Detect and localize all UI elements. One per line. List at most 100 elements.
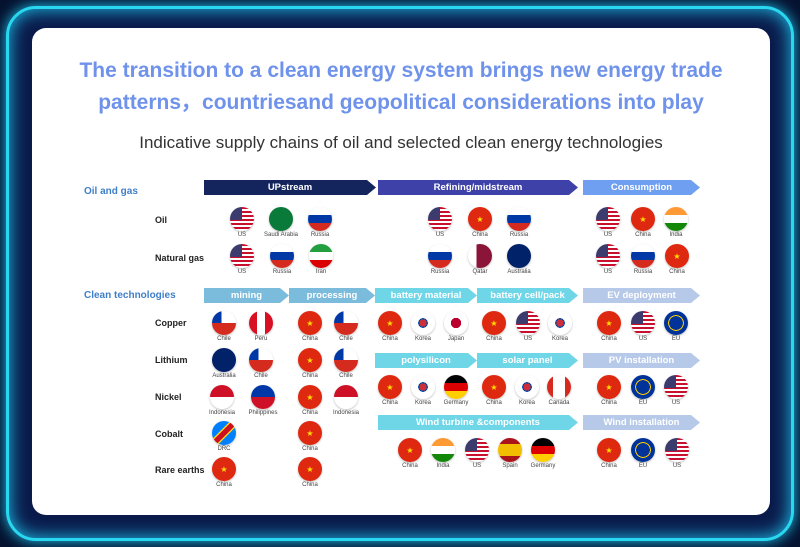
stage-wind-installation: Wind installation — [583, 415, 700, 430]
china-flag-icon: ★ — [482, 311, 506, 335]
country-label: Peru — [254, 336, 268, 342]
country-label: US — [523, 336, 533, 342]
china-flag-icon: ★ — [482, 375, 506, 399]
stage-upstream: UPstream — [204, 180, 376, 195]
row-nickel: Nickel — [155, 392, 182, 402]
country-label: US — [435, 232, 445, 238]
country-label: Chile — [339, 373, 353, 379]
china-flag-icon: ★ — [298, 421, 322, 445]
country-label: US — [237, 232, 247, 238]
country-label: China — [669, 269, 685, 275]
country-label: Korea — [414, 400, 432, 406]
title-line-1: The transition to a clean energy system … — [79, 59, 723, 82]
country-label: China — [402, 463, 418, 469]
philippines-flag-icon — [251, 385, 275, 409]
country-label: China — [601, 400, 617, 406]
country-label: US — [603, 232, 613, 238]
country-label: Australia — [507, 269, 531, 275]
indonesia-flag-icon — [210, 385, 234, 409]
row-natural-gas: Natural gas — [155, 253, 205, 263]
country-label: Iran — [315, 269, 327, 275]
chile-flag-icon — [249, 348, 273, 372]
country-label: Russia — [509, 232, 529, 238]
china-flag-icon: ★ — [298, 348, 322, 372]
country-label: Australia — [212, 373, 236, 379]
china-flag-icon: ★ — [378, 311, 402, 335]
china-flag-icon: ★ — [398, 438, 422, 462]
country-label: Canada — [548, 400, 570, 406]
country-label: Indonesia — [208, 410, 236, 416]
us-flag-icon — [428, 207, 452, 231]
china-flag-icon: ★ — [378, 375, 402, 399]
stage-mining: mining — [204, 288, 289, 303]
australia-flag-icon — [507, 244, 531, 268]
indonesia-flag-icon — [334, 385, 358, 409]
us-flag-icon — [596, 207, 620, 231]
qatar-flag-icon — [468, 244, 492, 268]
country-label: Chile — [217, 336, 231, 342]
country-label: Russia — [633, 269, 653, 275]
peru-flag-icon — [249, 311, 273, 335]
stage-battery-material: battery material — [375, 288, 477, 303]
country-label: Indonesia — [332, 410, 360, 416]
korea-flag-icon — [548, 311, 572, 335]
stage-solar-panel: solar panel — [477, 353, 578, 368]
russia-flag-icon — [270, 244, 294, 268]
country-label: Korea — [414, 336, 432, 342]
country-label: EU — [638, 400, 648, 406]
subtitle: Indicative supply chains of oil and sele… — [139, 133, 663, 152]
country-label: India — [436, 463, 450, 469]
country-label: Russia — [310, 232, 330, 238]
china-flag-icon: ★ — [298, 385, 322, 409]
country-label: US — [603, 269, 613, 275]
russia-flag-icon — [308, 207, 332, 231]
country-label: China — [601, 463, 617, 469]
country-label: China — [302, 410, 318, 416]
us-flag-icon — [230, 207, 254, 231]
chile-flag-icon — [212, 311, 236, 335]
country-label: US — [638, 336, 648, 342]
australia-flag-icon — [212, 348, 236, 372]
japan-flag-icon — [444, 311, 468, 335]
country-label: China — [486, 400, 502, 406]
china-flag-icon: ★ — [665, 244, 689, 268]
country-label: Japan — [447, 336, 465, 342]
korea-flag-icon — [411, 375, 435, 399]
china-flag-icon: ★ — [597, 375, 621, 399]
country-label: China — [302, 373, 318, 379]
stage-processing: processing — [289, 288, 375, 303]
canada-flag-icon — [547, 375, 571, 399]
country-label: Philippines — [248, 410, 278, 416]
china-flag-icon: ★ — [631, 207, 655, 231]
china-flag-icon: ★ — [597, 438, 621, 462]
country-label: China — [302, 446, 318, 452]
row-rare-earths: Rare earths — [155, 465, 205, 475]
russia-flag-icon — [428, 244, 452, 268]
country-label: Qatar — [472, 269, 488, 275]
chile-flag-icon — [334, 348, 358, 372]
country-label: EU — [671, 336, 681, 342]
country-label: Korea — [551, 336, 569, 342]
section-oil-gas: Oil and gas — [84, 186, 138, 197]
country-label: US — [472, 463, 482, 469]
stage-battery-cell: battery cell/pack — [477, 288, 578, 303]
spain-flag-icon — [498, 438, 522, 462]
eu-flag-icon — [631, 375, 655, 399]
india-flag-icon — [664, 207, 688, 231]
country-label: China — [302, 336, 318, 342]
row-oil: Oil — [155, 215, 168, 225]
country-label: Russia — [272, 269, 292, 275]
country-label: Korea — [518, 400, 536, 406]
stage-polysilicon: polysilicon — [375, 353, 477, 368]
country-label: US — [237, 269, 247, 275]
row-lithium: Lithium — [155, 355, 188, 365]
korea-flag-icon — [411, 311, 435, 335]
row-copper: Copper — [155, 318, 187, 328]
us-flag-icon — [516, 311, 540, 335]
country-label: China — [302, 482, 318, 488]
infographic-card — [32, 28, 770, 515]
us-flag-icon — [631, 311, 655, 335]
section-clean-tech: Clean technologies — [84, 290, 176, 301]
us-flag-icon — [230, 244, 254, 268]
china-flag-icon: ★ — [212, 457, 236, 481]
